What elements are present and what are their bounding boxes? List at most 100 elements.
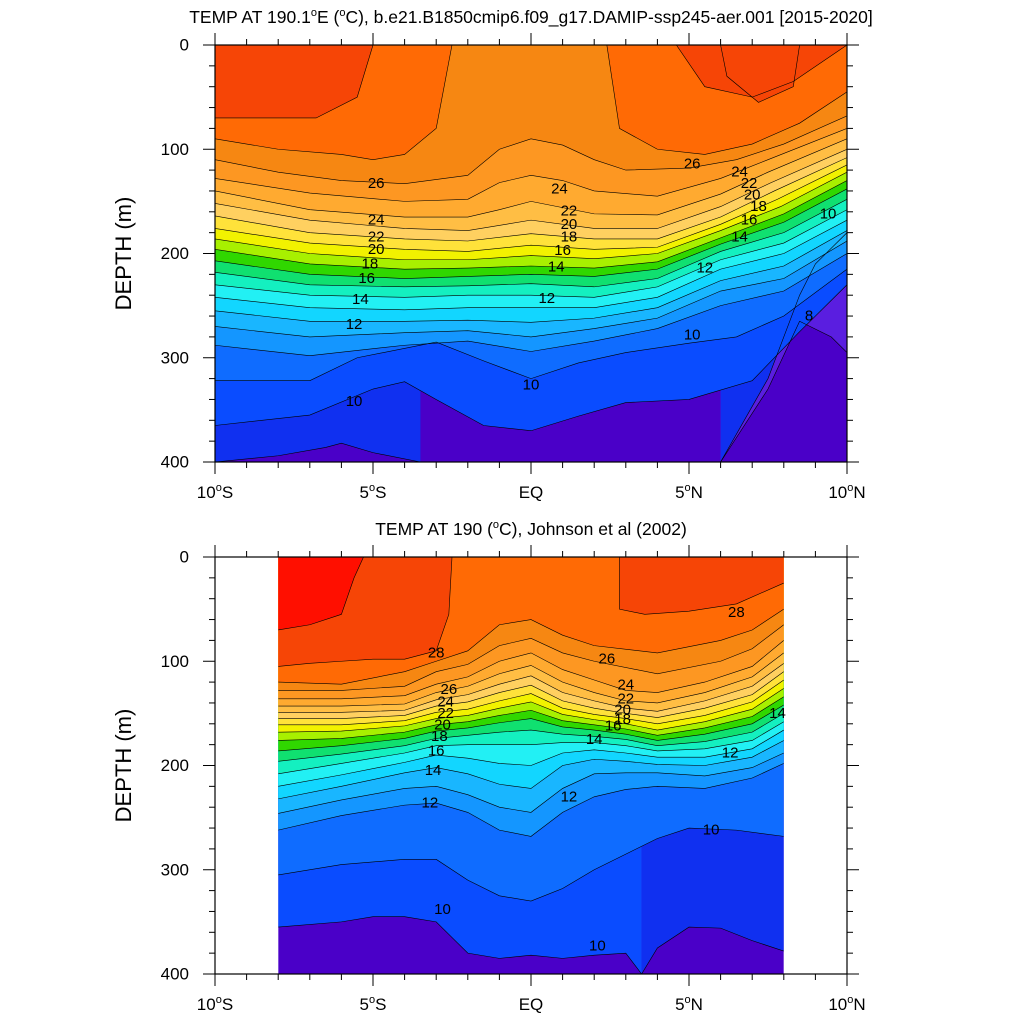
contour-label: 14 bbox=[425, 762, 442, 779]
y-tick-label: 100 bbox=[161, 140, 189, 159]
isotherm-14 bbox=[278, 740, 784, 800]
contour-label: 16 bbox=[605, 717, 622, 734]
isotherm-18 bbox=[215, 188, 847, 279]
contour-label: 16 bbox=[358, 270, 375, 287]
x-tick-label: 5o​N bbox=[675, 482, 703, 502]
isotherm-9 bbox=[215, 442, 421, 462]
contour-label: 26 bbox=[684, 155, 701, 172]
contour-label: 24 bbox=[617, 677, 634, 694]
contour-label: 18 bbox=[431, 728, 448, 745]
contour-label: 10 bbox=[820, 205, 837, 222]
contour-label: 26 bbox=[368, 175, 385, 192]
contour-label: 10 bbox=[523, 376, 540, 393]
contour-label: 10 bbox=[346, 393, 363, 410]
isotherm-22 bbox=[278, 671, 784, 719]
contour-label: 12 bbox=[722, 744, 739, 761]
contour-label: 28 bbox=[728, 604, 745, 621]
isotherm-21 bbox=[278, 679, 784, 726]
chart-title: TEMP AT 190.1o​E (o​C), b.e21.B1850cmip6… bbox=[189, 7, 873, 28]
contour-label: 14 bbox=[769, 705, 786, 722]
isotherm-8 bbox=[720, 320, 847, 462]
contour-label: 16 bbox=[428, 742, 445, 759]
isotherm-29 bbox=[278, 557, 364, 631]
y-tick-label: 300 bbox=[161, 860, 189, 879]
y-tick-label: 100 bbox=[161, 652, 189, 671]
isotherm-28 bbox=[720, 45, 800, 103]
x-tick-label: 10o​N bbox=[828, 994, 865, 1014]
isotherm-23 bbox=[215, 148, 847, 231]
y-tick-label: 200 bbox=[161, 756, 189, 775]
isotherm-12 bbox=[278, 763, 784, 837]
isotherm-28 bbox=[215, 45, 374, 119]
contour-label: 24 bbox=[551, 180, 568, 197]
isotherm-20 bbox=[215, 171, 847, 261]
isotherm-19 bbox=[278, 696, 784, 741]
isotherm-9 bbox=[641, 926, 784, 974]
isotherm-17 bbox=[215, 199, 847, 288]
y-axis-label: DEPTH (m) bbox=[111, 197, 136, 311]
isotherm-27 bbox=[215, 45, 453, 160]
contour-label: 14 bbox=[586, 731, 603, 748]
isotherm-13 bbox=[215, 240, 847, 338]
isotherm-18 bbox=[278, 704, 784, 752]
contour-label: 20 bbox=[744, 187, 761, 204]
x-tick-label: 10o​S bbox=[197, 994, 233, 1014]
isotherm-24 bbox=[278, 652, 784, 707]
x-tick-label: 10o​N bbox=[828, 482, 865, 502]
isotherm-25 bbox=[278, 640, 784, 700]
contour-label: 12 bbox=[561, 788, 578, 805]
isotherm-14 bbox=[215, 230, 847, 323]
contour-label: 16 bbox=[554, 242, 571, 259]
isotherm-27 bbox=[278, 608, 784, 685]
chart-title: TEMP AT 190 (o​C), Johnson et al (2002) bbox=[375, 519, 687, 539]
contour-label: 10 bbox=[703, 822, 720, 839]
isotherm-lines bbox=[278, 557, 784, 974]
contour-label: 24 bbox=[731, 164, 748, 181]
contour-label: 12 bbox=[696, 260, 713, 277]
isotherm-12 bbox=[215, 253, 847, 356]
isotherm-16 bbox=[278, 721, 784, 775]
contour-label: 20 bbox=[614, 702, 631, 719]
isotherm-13 bbox=[278, 752, 784, 814]
contour-label: 22 bbox=[561, 202, 578, 219]
contour-label: 22 bbox=[617, 690, 634, 707]
contour-label: 14 bbox=[548, 259, 565, 276]
contour-label: 18 bbox=[614, 711, 631, 728]
isotherm-28 bbox=[278, 557, 453, 667]
isotherm-23 bbox=[278, 663, 784, 713]
x-tick-label: 5o​S bbox=[360, 482, 387, 502]
y-tick-label: 200 bbox=[161, 244, 189, 263]
x-tick-label: 10o​S bbox=[197, 482, 233, 502]
y-tick-label: 0 bbox=[180, 548, 189, 567]
contour-label: 22 bbox=[368, 228, 385, 245]
contour-label: 10 bbox=[589, 937, 606, 954]
isotherm-10 bbox=[215, 284, 847, 432]
contour-label: 24 bbox=[437, 693, 454, 710]
isotherm-20 bbox=[278, 688, 784, 733]
y-axis-label: DEPTH (m) bbox=[111, 709, 136, 823]
isotherm-24 bbox=[215, 138, 847, 218]
y-tick-label: 400 bbox=[161, 453, 189, 472]
isotherm-26 bbox=[278, 624, 784, 691]
isotherm-25 bbox=[215, 128, 847, 202]
contour-label: 10 bbox=[434, 901, 451, 918]
isotherm-26 bbox=[215, 115, 847, 184]
x-tick-label: 5o​N bbox=[675, 994, 703, 1014]
contour-label: 26 bbox=[598, 651, 615, 668]
isotherm-15 bbox=[278, 729, 784, 787]
contour-label: 28 bbox=[428, 644, 445, 661]
isotherm-19 bbox=[215, 180, 847, 270]
isotherm-lines bbox=[215, 45, 847, 462]
contour-label: 12 bbox=[422, 795, 439, 812]
isotherm-28 bbox=[625, 45, 847, 98]
fill-band-28 bbox=[619, 557, 784, 615]
contour-label: 10 bbox=[684, 326, 701, 343]
isotherm-15 bbox=[215, 219, 847, 311]
isotherm-22 bbox=[215, 157, 847, 242]
isotherm-11 bbox=[215, 268, 847, 381]
contour-label: 18 bbox=[361, 255, 378, 272]
isotherm-28 bbox=[619, 557, 784, 615]
